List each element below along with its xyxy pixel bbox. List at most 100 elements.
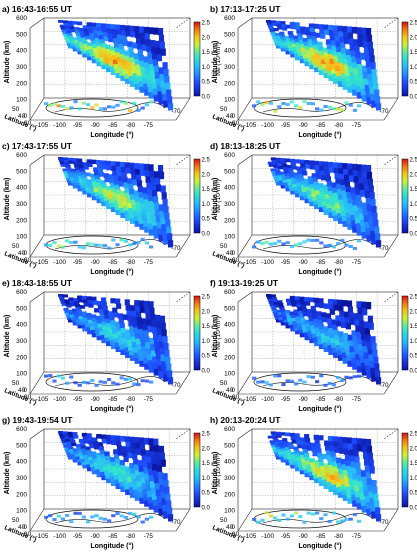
longitude-tick-label: -85 bbox=[108, 259, 118, 266]
ne-cell bbox=[361, 302, 366, 309]
ne-curtain-heatmap bbox=[268, 157, 381, 247]
ne-cell bbox=[337, 437, 342, 443]
ne-cell bbox=[319, 462, 324, 467]
ne-cell bbox=[342, 26, 347, 32]
ne-cell bbox=[156, 184, 161, 191]
longitude-axis-label: Longitude (°) bbox=[298, 542, 341, 550]
ne-cell bbox=[149, 308, 154, 315]
ne-cell bbox=[134, 300, 139, 306]
altitude-tick-label: 100 bbox=[224, 97, 235, 104]
longitude-tick-label: -95 bbox=[73, 122, 83, 129]
ground-map bbox=[254, 99, 373, 117]
ne-cell bbox=[288, 31, 293, 35]
ne-cell bbox=[317, 453, 322, 458]
altitude-tick-label: 300 bbox=[224, 338, 235, 345]
colorbar-tick-label: 1.0 bbox=[202, 339, 211, 345]
longitude-tick-label: -75 bbox=[352, 533, 362, 540]
ne-cell bbox=[349, 312, 354, 318]
ne-cell bbox=[299, 177, 304, 181]
ne-cell bbox=[71, 443, 76, 446]
altitude-tick-label: 200 bbox=[16, 217, 27, 224]
ne-cell bbox=[125, 25, 130, 31]
ne-cell bbox=[129, 26, 134, 32]
ne-cell bbox=[373, 494, 378, 501]
colorbar-tick-label: 0.5 bbox=[410, 80, 417, 86]
ne-cell bbox=[318, 435, 323, 440]
ne-cell bbox=[159, 446, 164, 453]
ne-cell bbox=[328, 299, 333, 305]
longitude-tick-label: -95 bbox=[281, 259, 291, 266]
altitude-tick-label: 500 bbox=[16, 442, 27, 449]
ne-cell bbox=[367, 35, 372, 42]
colorbar bbox=[402, 22, 408, 96]
ne-cell bbox=[96, 23, 101, 28]
altitude-axis-label: Altitude (km) bbox=[212, 315, 219, 358]
ne-cell bbox=[91, 297, 96, 301]
ne-cell bbox=[328, 162, 333, 168]
altitude-axis-label: Altitude (km) bbox=[212, 452, 219, 495]
ne-cell bbox=[166, 227, 171, 234]
colorbar bbox=[402, 296, 408, 370]
panel-title: f) 19:13-19:25 UT bbox=[210, 278, 279, 288]
ne-cell bbox=[302, 308, 307, 312]
ne-curtain-heatmap bbox=[58, 294, 173, 385]
ne-cell bbox=[370, 55, 375, 62]
latitude-tick-label: 50 bbox=[220, 243, 228, 250]
ne-cell bbox=[290, 296, 295, 300]
ne-cell bbox=[159, 172, 164, 179]
longitude-tick-label: -70 bbox=[171, 519, 181, 526]
colorbar-tick-label: 0.5 bbox=[410, 491, 417, 497]
ne-cell bbox=[87, 22, 92, 26]
ne-cell bbox=[333, 299, 338, 305]
longitude-tick-label: -80 bbox=[126, 533, 136, 540]
ne-cell bbox=[129, 163, 134, 169]
ne-cell bbox=[367, 478, 372, 485]
ne-cell bbox=[167, 370, 172, 377]
altitude-tick-label: 600 bbox=[16, 15, 27, 22]
colorbar-tick-label: 1.5 bbox=[202, 187, 211, 193]
ne-cell bbox=[153, 439, 158, 446]
ne-cell bbox=[58, 20, 63, 23]
panel-title: c) 17:43-17:55 UT bbox=[2, 141, 73, 151]
ne-cell bbox=[115, 299, 120, 304]
colorbar bbox=[194, 22, 200, 96]
colorbar-tick-label: 0.5 bbox=[202, 217, 211, 223]
colorbar bbox=[402, 433, 408, 507]
ne-cell bbox=[164, 213, 169, 220]
ne-cell bbox=[163, 69, 168, 76]
ne-cell bbox=[93, 441, 98, 445]
ground-heatmap bbox=[252, 374, 361, 387]
ne-cell bbox=[144, 301, 149, 308]
longitude-tick-label: -85 bbox=[108, 396, 118, 403]
colorbar-tick-label: 2.5 bbox=[410, 21, 417, 27]
ne-cell bbox=[356, 27, 361, 34]
ne-cell bbox=[123, 177, 128, 183]
ne-cell bbox=[369, 460, 374, 467]
ne-cell bbox=[356, 164, 361, 171]
ne-cell bbox=[104, 451, 109, 456]
ne-cell bbox=[96, 160, 101, 165]
longitude-tick-label: -95 bbox=[281, 122, 291, 129]
colorbar-tick-label: 2.5 bbox=[410, 295, 417, 301]
altitude-tick-label: 400 bbox=[224, 185, 235, 192]
ne-cell bbox=[300, 27, 305, 31]
ne-cell bbox=[167, 507, 172, 514]
ne-cell bbox=[374, 227, 379, 234]
ne-cell bbox=[375, 507, 380, 514]
ne-cell bbox=[129, 189, 134, 195]
ne-cell bbox=[165, 220, 170, 227]
colorbar-tick-label: 2.0 bbox=[202, 35, 211, 41]
ne-cell bbox=[154, 445, 159, 452]
ne-cell bbox=[158, 28, 163, 35]
altitude-tick-label: 300 bbox=[224, 201, 235, 208]
colorbar bbox=[194, 159, 200, 233]
ne-cell bbox=[366, 439, 371, 446]
longitude-tick-label: -75 bbox=[144, 259, 154, 266]
ne-cell bbox=[120, 162, 125, 168]
longitude-tick-label: -100 bbox=[53, 122, 66, 129]
ne-cell bbox=[374, 364, 379, 371]
ne-cell bbox=[327, 181, 332, 186]
longitude-axis-label: Longitude (°) bbox=[90, 268, 133, 276]
ne-cell bbox=[374, 501, 379, 508]
